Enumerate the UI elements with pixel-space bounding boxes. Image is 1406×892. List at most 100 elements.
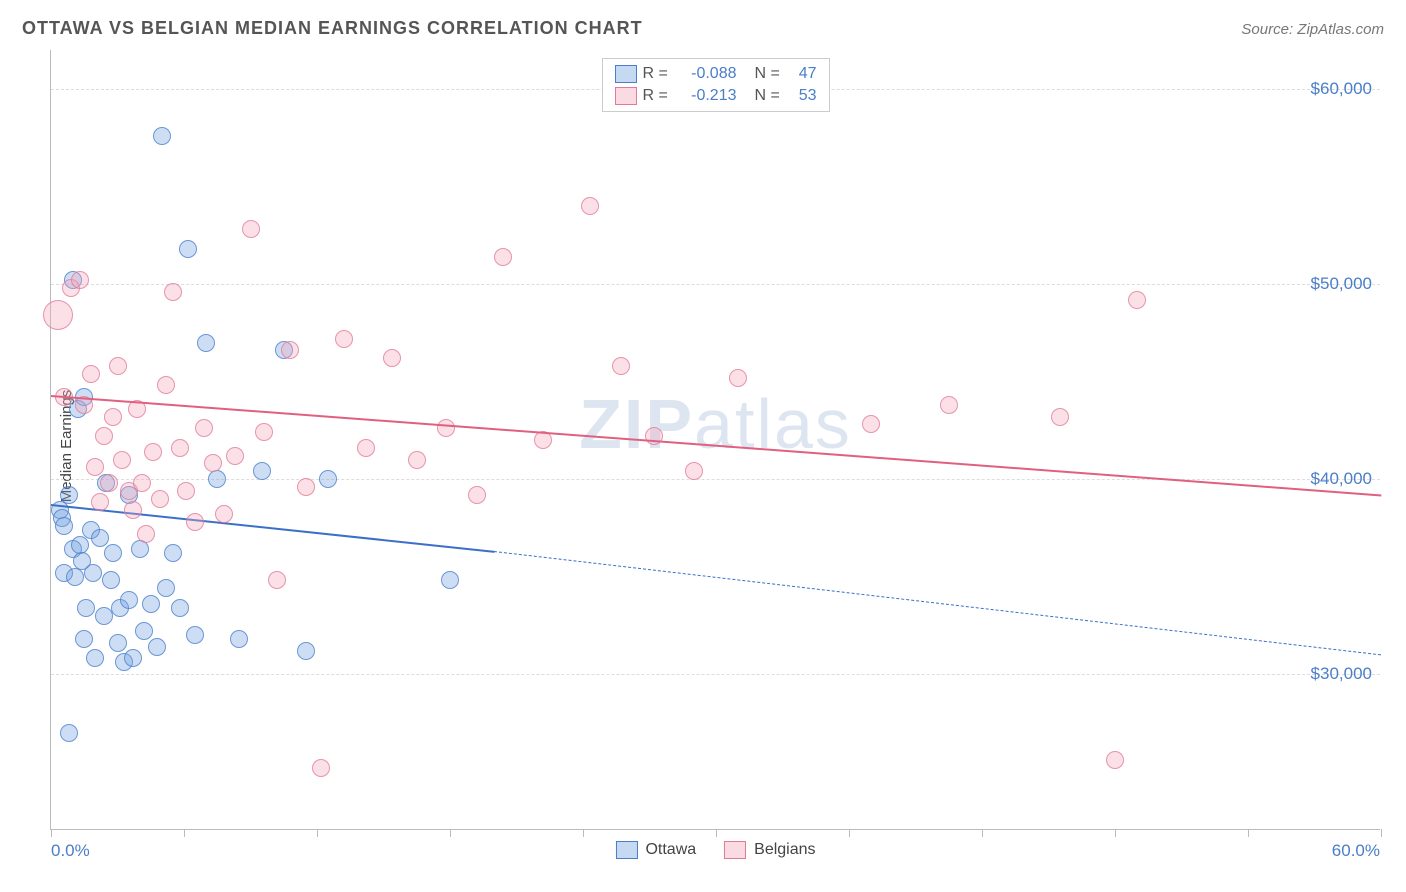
x-tick: [317, 829, 318, 837]
gridline: [51, 674, 1380, 675]
data-point-ottawa: [102, 571, 120, 589]
x-max-label: 60.0%: [1332, 841, 1380, 861]
legend-r-label: R =: [643, 87, 669, 105]
trend-line: [494, 551, 1381, 655]
data-point-ottawa: [75, 630, 93, 648]
data-point-belgians: [151, 490, 169, 508]
data-point-belgians: [1106, 751, 1124, 769]
data-point-ottawa: [171, 599, 189, 617]
data-point-belgians: [1051, 408, 1069, 426]
y-tick-label: $50,000: [1311, 274, 1372, 294]
legend-r-value: -0.213: [675, 87, 737, 105]
data-point-belgians: [255, 423, 273, 441]
data-point-belgians: [104, 408, 122, 426]
chart-title: OTTAWA VS BELGIAN MEDIAN EARNINGS CORREL…: [22, 18, 643, 39]
y-tick-label: $40,000: [1311, 469, 1372, 489]
legend-r-label: R =: [643, 65, 669, 83]
gridline: [51, 284, 1380, 285]
chart-header: OTTAWA VS BELGIAN MEDIAN EARNINGS CORREL…: [22, 18, 1384, 39]
data-point-belgians: [383, 349, 401, 367]
data-point-ottawa: [164, 544, 182, 562]
legend-swatch: [615, 841, 637, 859]
data-point-belgians: [862, 415, 880, 433]
data-point-belgians: [226, 447, 244, 465]
data-point-ottawa: [319, 470, 337, 488]
data-point-belgians: [177, 482, 195, 500]
data-point-ottawa: [197, 334, 215, 352]
legend-r-value: -0.088: [675, 65, 737, 83]
data-point-ottawa: [230, 630, 248, 648]
x-tick: [716, 829, 717, 837]
data-point-belgians: [312, 759, 330, 777]
correlation-legend-row: R = -0.088 N = 47: [615, 63, 817, 85]
data-point-belgians: [1128, 291, 1146, 309]
data-point-ottawa: [91, 529, 109, 547]
data-point-belgians: [581, 197, 599, 215]
series-legend-item: Belgians: [724, 841, 815, 859]
correlation-legend-row: R = -0.213 N = 53: [615, 85, 817, 107]
data-point-belgians: [242, 220, 260, 238]
data-point-belgians: [612, 357, 630, 375]
data-point-ottawa: [208, 470, 226, 488]
data-point-belgians: [408, 451, 426, 469]
data-point-ottawa: [153, 127, 171, 145]
data-point-belgians: [133, 474, 151, 492]
data-point-belgians: [82, 365, 100, 383]
data-point-belgians: [437, 419, 455, 437]
data-point-belgians: [357, 439, 375, 457]
legend-n-value: 47: [787, 65, 817, 83]
correlation-legend: R = -0.088 N = 47 R = -0.213 N = 53: [602, 58, 830, 112]
series-legend-item: Ottawa: [615, 841, 696, 859]
data-point-belgians: [91, 493, 109, 511]
data-point-belgians: [95, 427, 113, 445]
data-point-ottawa: [60, 724, 78, 742]
data-point-ottawa: [120, 591, 138, 609]
x-tick: [1115, 829, 1116, 837]
data-point-belgians: [100, 474, 118, 492]
data-point-ottawa: [86, 649, 104, 667]
data-point-belgians: [157, 376, 175, 394]
data-point-ottawa: [441, 571, 459, 589]
data-point-ottawa: [60, 486, 78, 504]
data-point-ottawa: [131, 540, 149, 558]
data-point-ottawa: [157, 579, 175, 597]
data-point-belgians: [468, 486, 486, 504]
y-tick-label: $30,000: [1311, 664, 1372, 684]
data-point-belgians: [171, 439, 189, 457]
data-point-ottawa: [55, 517, 73, 535]
data-point-ottawa: [297, 642, 315, 660]
x-tick: [583, 829, 584, 837]
data-point-belgians: [268, 571, 286, 589]
data-point-belgians: [685, 462, 703, 480]
x-tick: [849, 829, 850, 837]
x-tick: [982, 829, 983, 837]
scatter-plot: ZIPatlas $30,000$40,000$50,000$60,0000.0…: [50, 50, 1380, 830]
data-point-belgians: [113, 451, 131, 469]
data-point-belgians: [124, 501, 142, 519]
x-tick: [1381, 829, 1382, 837]
legend-n-label: N =: [755, 65, 781, 83]
legend-swatch: [615, 65, 637, 83]
y-tick-label: $60,000: [1311, 79, 1372, 99]
data-point-ottawa: [84, 564, 102, 582]
data-point-ottawa: [135, 622, 153, 640]
legend-n-label: N =: [755, 87, 781, 105]
trend-line: [51, 395, 1381, 496]
data-point-belgians: [186, 513, 204, 531]
data-point-belgians: [86, 458, 104, 476]
data-point-ottawa: [179, 240, 197, 258]
data-point-belgians: [729, 369, 747, 387]
legend-n-value: 53: [787, 87, 817, 105]
data-point-belgians: [204, 454, 222, 472]
data-point-belgians: [494, 248, 512, 266]
data-point-ottawa: [142, 595, 160, 613]
data-point-ottawa: [148, 638, 166, 656]
data-point-belgians: [281, 341, 299, 359]
data-point-ottawa: [253, 462, 271, 480]
x-min-label: 0.0%: [51, 841, 90, 861]
data-point-belgians: [137, 525, 155, 543]
x-tick: [450, 829, 451, 837]
data-point-ottawa: [104, 544, 122, 562]
series-label: Belgians: [754, 841, 815, 859]
data-point-belgians: [940, 396, 958, 414]
